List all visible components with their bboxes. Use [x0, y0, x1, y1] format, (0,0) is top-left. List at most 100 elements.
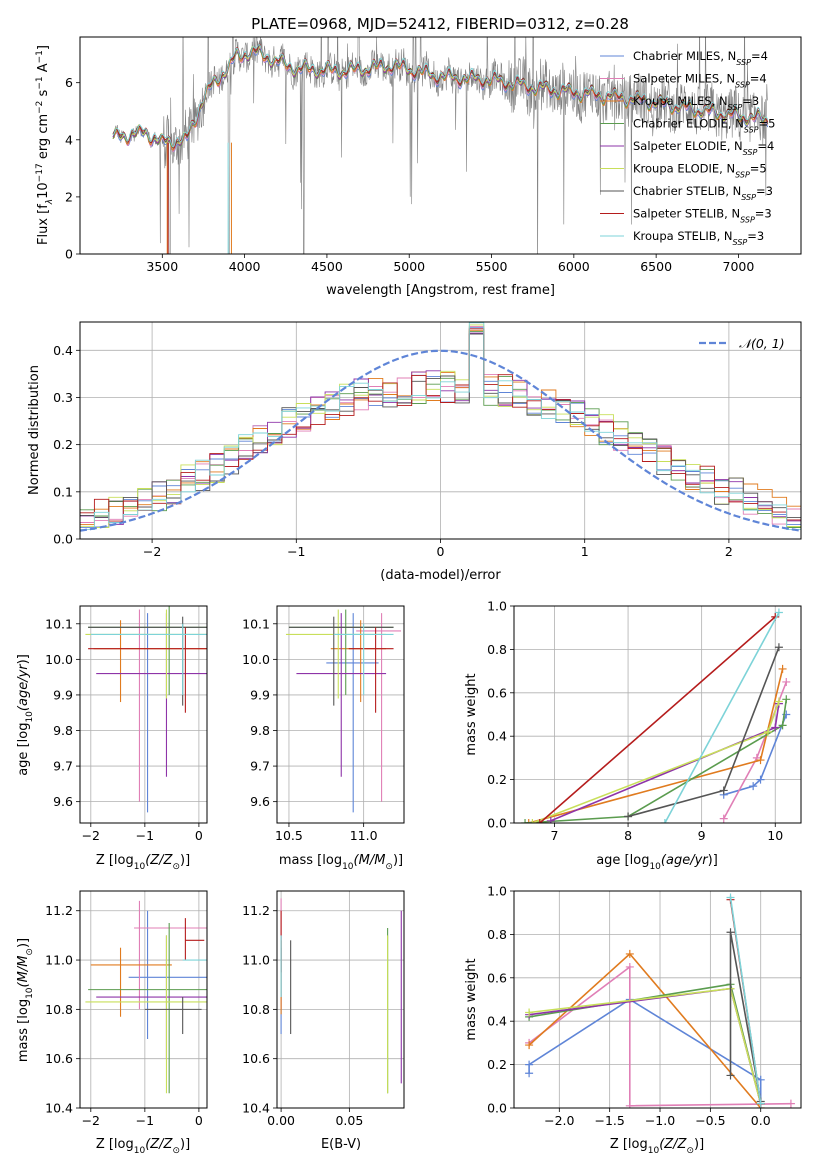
y-tick-label: 0.4	[53, 343, 73, 358]
x-axis-label-sub: ⊙	[385, 862, 393, 872]
y-tick-label: 10.4	[242, 1101, 270, 1116]
weight-line	[528, 965, 791, 1107]
x-axis-label-part: Z [log	[610, 1137, 648, 1152]
legend-entry-part: Kroupa MILES, N	[633, 94, 728, 108]
x-axis-label-part: (Z/Z	[145, 1137, 173, 1152]
legend-entry-part: Chabrier ELODIE, N	[633, 117, 744, 131]
residuals-plot-area	[80, 322, 801, 532]
y-tick-label: 11.0	[242, 953, 270, 968]
x-tick-label: 4000	[229, 259, 261, 274]
legend-entry-part: =4	[757, 139, 774, 153]
legend-entry-part: =4	[751, 49, 768, 63]
y-axis-label-part: −17	[35, 163, 45, 182]
legend-entry-part: =3	[742, 94, 759, 108]
weight-line	[627, 646, 780, 818]
y-tick-label: 9.9	[53, 687, 73, 702]
x-axis-label-sub: 10	[134, 862, 146, 872]
spectrum-plot-area	[112, 37, 769, 254]
weight-line	[528, 983, 762, 1104]
x-tick-label: 6000	[558, 259, 590, 274]
legend-entry-part: Kroupa STELIB, N	[633, 229, 733, 243]
y-tick-label: 0.1	[53, 484, 73, 499]
axes-frame	[513, 605, 802, 824]
legend-entry-sub: SSP	[736, 58, 751, 67]
weight-marker	[756, 756, 765, 765]
weight-line	[528, 987, 762, 1104]
x-tick-label: 6500	[640, 259, 672, 274]
weight-line	[722, 681, 788, 820]
x-axis-label-sub: ⊙	[686, 1146, 694, 1156]
x-tick-label: 10.5	[275, 828, 303, 843]
axes: 10.5 11.0 9.6 9.7 9.8 9.9 10.0 10.1 mass [log10(…	[242, 616, 403, 872]
y-tick-label: 0.4	[487, 1014, 507, 1029]
weight-marker	[778, 664, 787, 673]
y-axis-label: mass [log10(M/M⊙)]	[16, 938, 35, 1062]
x-tick-label: 0	[195, 1113, 203, 1128]
legend-entry: Salpeter ELODIE, NSSP=4	[633, 139, 774, 157]
weight-line	[539, 616, 776, 823]
axes-frame	[79, 36, 802, 255]
x-tick-label: 0	[195, 828, 203, 843]
y-axis-label-part: s	[36, 89, 51, 100]
age-vs-mass-plot-area	[285, 609, 402, 813]
mass-vs-Z-chart: −2 −1 010.410.610.811.011.2Z [log10(Z/Z⊙)]…	[16, 890, 208, 1156]
weight-line	[529, 987, 762, 1104]
weight-marker	[726, 928, 735, 937]
y-tick-label: 10.6	[45, 1051, 73, 1066]
y-tick-label: 0.0	[487, 816, 507, 831]
y-tick-label: 11.2	[242, 903, 270, 918]
y-axis-label: mass weight	[464, 958, 479, 1040]
x-axis-label-part: Z [log	[96, 853, 134, 868]
grid	[80, 891, 207, 1109]
histogram-step	[80, 322, 801, 531]
legend-entry-sub: SSP	[735, 170, 750, 179]
axes: −2 −1 010.410.610.811.011.2Z [log10(Z/Z⊙)]…	[16, 903, 203, 1156]
weight-marker	[546, 816, 555, 823]
x-tick-label: −2	[143, 544, 161, 559]
x-axis-label-sub: 10	[134, 1146, 146, 1156]
weight-marker	[782, 677, 791, 686]
y-tick-label: 11.2	[45, 903, 73, 918]
weight-marker	[756, 775, 765, 784]
axes: 3500 4000 4500 5000 5500 6000 6500 7000 0 2 4 6 wave…	[35, 45, 754, 298]
weight-marker	[535, 819, 544, 823]
legend-entry-part: Chabrier MILES, N	[633, 49, 736, 63]
y-tick-label: 9.9	[250, 687, 270, 702]
weight-vs-age-chart: 7 8 9 10 0.0 0.2 0.4 0.6 0.8 1.0 mass weight age [l…	[464, 599, 802, 872]
x-tick-label: 7	[550, 828, 558, 843]
legend-entry-sub: SSP	[744, 125, 759, 134]
y-tick-label: 10.1	[45, 616, 73, 631]
axes-frame	[79, 605, 208, 824]
y-axis-label-part: ]	[36, 45, 51, 50]
y-tick-label: 6	[65, 75, 73, 90]
y-axis-label-part: age [log	[16, 723, 31, 776]
legend-entry: Kroupa MILES, NSSP=3	[633, 94, 759, 112]
y-axis-label-part: )]	[16, 938, 31, 948]
y-tick-label: 1.0	[487, 884, 507, 899]
x-axis-label-sub: 10	[649, 862, 661, 872]
x-tick-label: −1	[136, 1113, 154, 1128]
x-axis-label-sub: 10	[342, 862, 354, 872]
x-axis-label-part: (age/yr	[661, 853, 709, 868]
weight-vs-age-plot-area	[521, 608, 791, 823]
y-axis-label: Flux [fλ10−17 erg cm−2 s−1 A−1]	[35, 45, 55, 245]
y-tick-label: 1.0	[487, 599, 507, 614]
x-axis-label-sub: 10	[648, 1146, 660, 1156]
weight-vs-Z-plot-area	[525, 893, 795, 1108]
weight-vs-Z-chart: −2.0 −1.5 −1.0 −0.5 0.0 0.0 0.2 0.4 0.6 0.8 1.0 mas…	[464, 884, 802, 1156]
data-spectrum	[112, 37, 768, 254]
x-axis-label-part: mass [log	[279, 853, 342, 868]
y-tick-label: 10.8	[45, 1002, 73, 1017]
histogram-step	[80, 324, 801, 528]
weight-marker	[771, 723, 780, 732]
y-axis-label-part: 10	[36, 182, 51, 199]
legend-entry-part: =3	[755, 207, 772, 221]
x-axis-label-sub: ⊙	[172, 1146, 180, 1156]
x-tick-label: 5000	[393, 259, 425, 274]
x-tick-label: 7000	[723, 259, 755, 274]
weight-line	[524, 699, 788, 823]
y-axis-label-part: λ	[45, 199, 55, 205]
legend-entry-sub: SSP	[741, 193, 756, 202]
x-axis-label-part: Z [log	[96, 1137, 134, 1152]
